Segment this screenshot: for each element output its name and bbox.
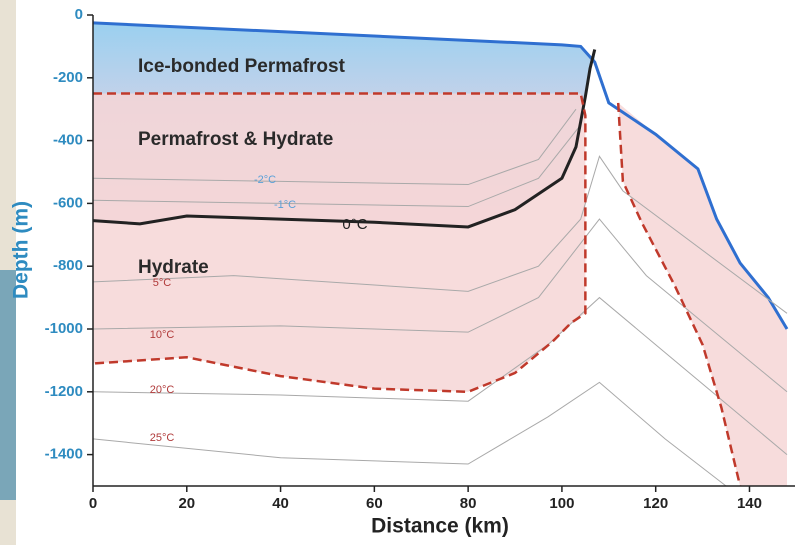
y-tick-label: -1000	[45, 320, 83, 337]
series-line	[92, 49, 597, 229]
series-line	[92, 21, 789, 330]
series-line	[92, 381, 727, 487]
x-tick-label: 20	[178, 495, 195, 512]
region-label: Ice-bonded Permafrost	[138, 56, 346, 77]
y-tick-label: -800	[53, 257, 83, 274]
y-tick-label: -1200	[45, 383, 83, 400]
contour-label: 25°C	[150, 432, 175, 444]
x-tick-label: 140	[737, 495, 762, 512]
y-tick-label: -600	[53, 194, 83, 211]
contour-label: -2°C	[254, 174, 276, 186]
hydrate-area	[93, 93, 586, 392]
series-line	[92, 108, 577, 186]
region-label: Hydrate	[138, 257, 209, 278]
series-line	[616, 102, 742, 487]
region-label: Permafrost & Hydrate	[138, 129, 333, 150]
series-line	[92, 155, 788, 314]
x-tick-label: 80	[460, 495, 477, 512]
series-line	[92, 124, 582, 208]
contour-label: -1°C	[274, 199, 296, 211]
y-tick-label: -400	[53, 132, 83, 149]
series-line	[92, 218, 788, 393]
contour-label: 0°C	[342, 216, 367, 233]
x-tick-label: 120	[643, 495, 668, 512]
photo-strip	[0, 270, 16, 500]
x-tick-label: 0	[89, 495, 97, 512]
series-line	[92, 92, 587, 394]
hydrate-area	[618, 102, 787, 487]
contour-label: 20°C	[150, 384, 175, 396]
y-tick-label: -1400	[45, 446, 83, 463]
x-tick-label: 100	[549, 495, 574, 512]
contour-label: 5°C	[153, 277, 172, 289]
y-tick-label: 0	[75, 6, 83, 23]
x-axis-label: Distance (km)	[371, 515, 509, 538]
x-tick-label: 60	[366, 495, 383, 512]
x-tick-label: 40	[272, 495, 289, 512]
y-axis-label: Depth (m)	[10, 201, 33, 299]
y-tick-label: -200	[53, 69, 83, 86]
contour-label: 10°C	[150, 329, 175, 341]
